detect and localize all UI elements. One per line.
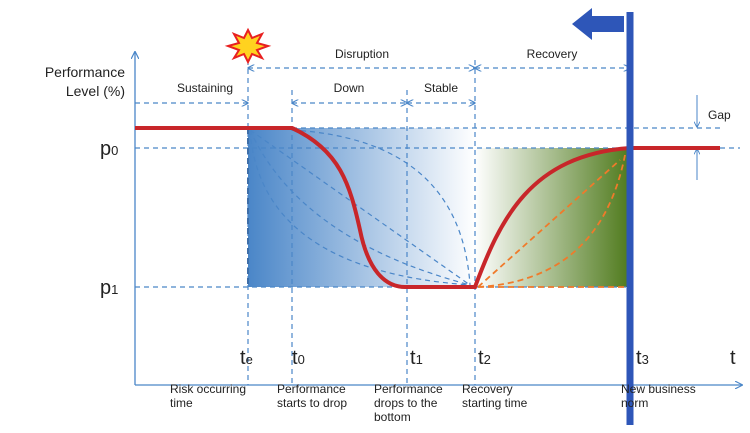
level-label-main: p: [100, 277, 111, 299]
gap-label: Gap: [708, 108, 731, 122]
caption: starts to drop: [277, 396, 347, 410]
guides: [135, 60, 740, 385]
caption: Risk occurring: [170, 382, 246, 396]
time-label-main: t: [240, 347, 246, 369]
time-label-sub: 3: [642, 352, 649, 367]
phase-label: Recovery: [527, 47, 578, 61]
x-axis-label: t: [730, 347, 736, 369]
performance-curve: [135, 126, 720, 289]
caption: bottom: [374, 410, 411, 424]
time-label-main: t: [410, 347, 416, 369]
level-label: p1: [100, 277, 118, 299]
arrow: [572, 8, 624, 40]
caption: Recovery: [462, 382, 513, 396]
time-label-main: t: [636, 347, 642, 369]
time-label-sub: e: [246, 352, 253, 367]
time-label-sub: 2: [484, 352, 491, 367]
level-label-main: p: [100, 138, 111, 160]
phase-label: Stable: [424, 81, 458, 95]
time-label: t2: [478, 347, 491, 369]
y-axis-label: Performance: [45, 64, 125, 80]
time-label: te: [240, 347, 253, 369]
recovery-area: [475, 148, 630, 287]
time-label-sub: 1: [416, 352, 423, 367]
caption: starting time: [462, 396, 528, 410]
time-label-main: t: [292, 347, 298, 369]
caption: time: [170, 396, 193, 410]
caption: norm: [621, 396, 648, 410]
phase-label: Disruption: [335, 47, 389, 61]
level-label: p0: [100, 138, 118, 160]
risk-burst: [224, 27, 272, 65]
level-label-sub: 1: [111, 282, 118, 297]
y-axis-label: Level (%): [66, 83, 125, 99]
phase-label: Down: [334, 81, 365, 95]
caption: drops to the: [374, 396, 438, 410]
level-label-sub: 0: [111, 143, 118, 158]
axes: [135, 52, 742, 385]
caption: Performance: [277, 382, 346, 396]
caption: Performance: [374, 382, 443, 396]
time-label: t0: [292, 347, 305, 369]
time-label: t1: [410, 347, 423, 369]
time-label-main: t: [478, 347, 484, 369]
phase-label: Sustaining: [177, 81, 233, 95]
caption: New business: [621, 382, 696, 396]
disruption-area: [248, 128, 475, 287]
shaded-areas: [248, 128, 630, 287]
time-label: t3: [636, 347, 649, 369]
time-label-sub: 0: [298, 352, 305, 367]
